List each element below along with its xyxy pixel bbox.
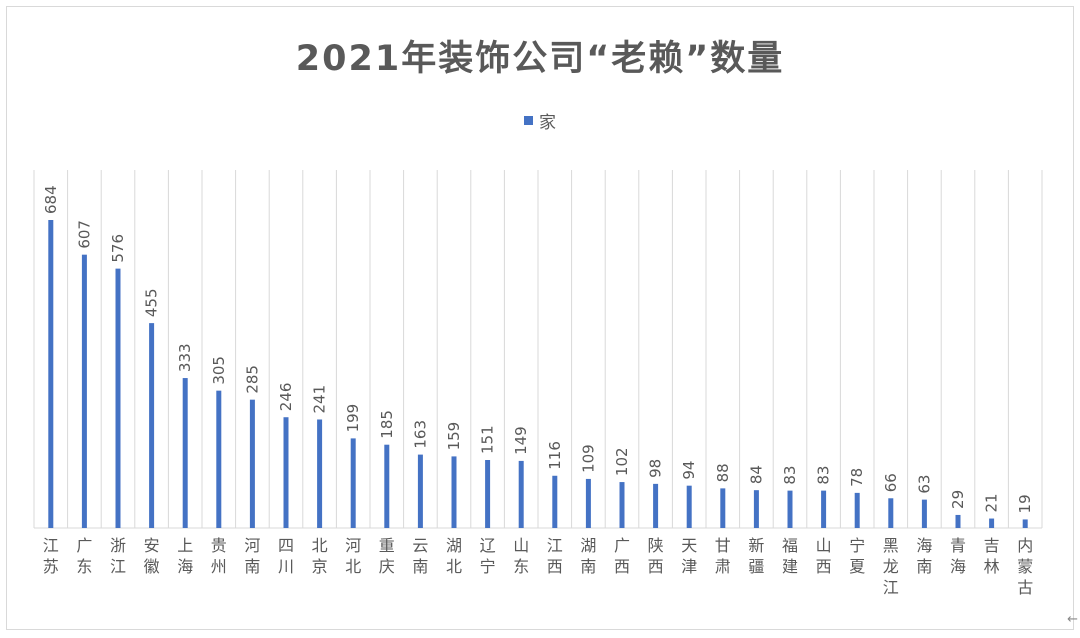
bar xyxy=(149,323,155,528)
category-label: 安徽 xyxy=(144,536,160,576)
data-label: 305 xyxy=(210,356,228,385)
bar xyxy=(249,399,255,528)
data-label: 151 xyxy=(479,425,497,454)
category-label: 福建 xyxy=(782,536,798,576)
arrow-icon: ← xyxy=(1067,612,1078,627)
category-label: 北京 xyxy=(312,536,328,576)
bar xyxy=(989,518,995,528)
category-label: 广东 xyxy=(76,536,92,576)
bar xyxy=(451,456,457,528)
bar xyxy=(115,268,121,528)
data-label: 78 xyxy=(848,468,866,487)
chart-legend: 家 xyxy=(0,108,1080,133)
bar xyxy=(216,390,222,528)
category-label: 吉林 xyxy=(984,536,1000,576)
category-label: 山西 xyxy=(816,536,832,576)
bar xyxy=(283,417,289,528)
data-label: 19 xyxy=(1016,494,1034,513)
data-label: 102 xyxy=(613,447,631,476)
data-label: 63 xyxy=(915,475,933,494)
data-label: 607 xyxy=(75,220,93,249)
bar xyxy=(384,444,390,528)
bar xyxy=(350,438,356,528)
category-label: 湖南 xyxy=(580,536,596,576)
bar xyxy=(720,488,726,528)
category-label: 河北 xyxy=(345,536,361,576)
category-label: 贵州 xyxy=(211,536,227,576)
category-label: 陕西 xyxy=(648,536,664,576)
bar xyxy=(1022,519,1028,528)
data-label: 116 xyxy=(546,441,564,470)
data-label: 29 xyxy=(949,490,967,509)
data-label: 241 xyxy=(311,385,329,414)
bar xyxy=(854,492,860,528)
data-label: 149 xyxy=(512,426,530,455)
bar xyxy=(653,483,659,528)
data-label: 21 xyxy=(983,493,1001,512)
data-label: 163 xyxy=(411,420,429,449)
category-label: 黑龙江 xyxy=(883,536,899,597)
data-label: 83 xyxy=(781,466,799,485)
data-label: 246 xyxy=(277,383,295,412)
category-label: 内蒙古 xyxy=(1017,536,1033,597)
data-label: 576 xyxy=(109,234,127,263)
category-label: 云南 xyxy=(412,536,428,576)
data-label: 199 xyxy=(344,404,362,433)
bar xyxy=(182,378,188,528)
data-label: 333 xyxy=(176,343,194,372)
data-label: 94 xyxy=(680,461,698,480)
category-label: 甘肃 xyxy=(715,536,731,576)
bar xyxy=(787,490,793,528)
category-label: 海南 xyxy=(916,536,932,576)
bar xyxy=(619,482,625,528)
category-label: 宁夏 xyxy=(849,536,865,576)
data-label: 88 xyxy=(714,463,732,482)
category-label: 山东 xyxy=(513,536,529,576)
category-label: 广西 xyxy=(614,536,630,576)
data-label: 109 xyxy=(579,444,597,473)
chart-title: 2021年装饰公司“老赖”数量 xyxy=(295,39,785,79)
bar xyxy=(417,454,423,528)
bar xyxy=(888,498,894,528)
category-label: 河南 xyxy=(244,536,260,576)
bar xyxy=(686,485,692,528)
data-label: 159 xyxy=(445,422,463,451)
category-label: 重庆 xyxy=(379,536,395,576)
category-label: 上海 xyxy=(177,536,193,576)
legend-swatch xyxy=(524,116,533,125)
category-label: 青海 xyxy=(950,536,966,576)
bar xyxy=(753,490,759,528)
category-label: 江西 xyxy=(547,536,563,576)
bar xyxy=(81,254,87,528)
data-label: 285 xyxy=(243,365,261,394)
data-label: 98 xyxy=(647,459,665,478)
bar xyxy=(585,478,591,528)
data-label: 185 xyxy=(378,410,396,439)
bar xyxy=(955,514,961,528)
category-label: 辽宁 xyxy=(480,536,496,576)
data-label: 84 xyxy=(747,465,765,484)
category-label: 四川 xyxy=(278,536,294,576)
category-label: 天津 xyxy=(681,536,697,576)
data-label: 455 xyxy=(143,288,161,317)
bar xyxy=(821,490,827,528)
bar xyxy=(552,475,558,528)
data-label: 684 xyxy=(42,185,60,214)
bar xyxy=(317,419,323,528)
legend-label: 家 xyxy=(539,113,556,133)
data-label: 66 xyxy=(882,473,900,492)
bar xyxy=(485,460,491,528)
bar xyxy=(48,220,54,528)
category-label: 江苏 xyxy=(43,536,59,576)
bar xyxy=(921,499,927,528)
category-label: 浙江 xyxy=(110,536,126,576)
bar xyxy=(518,460,524,528)
category-label: 湖北 xyxy=(446,536,462,576)
category-label: 新疆 xyxy=(748,536,764,576)
data-label: 83 xyxy=(815,466,833,485)
